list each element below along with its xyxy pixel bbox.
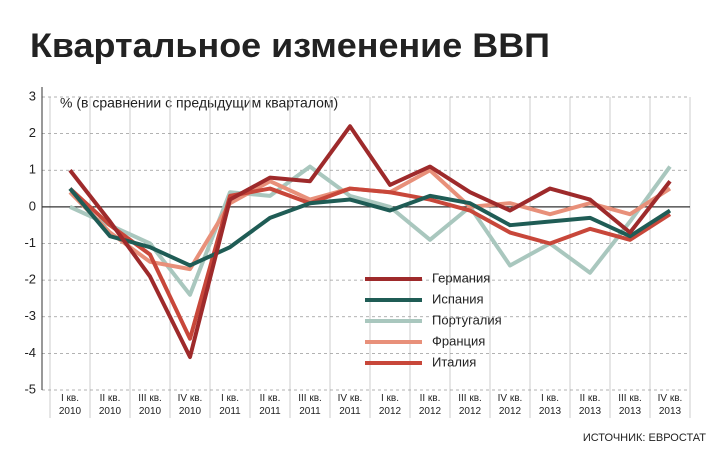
x-tick-quarter: III кв. [298, 393, 322, 404]
y-tick-label: -5 [24, 381, 36, 396]
y-tick-label: -1 [24, 235, 36, 250]
legend-label: Португалия [432, 312, 502, 327]
x-tick-quarter: I кв. [541, 393, 559, 404]
x-tick-year: 2010 [139, 406, 162, 417]
x-tick-quarter: II кв. [420, 393, 441, 404]
x-tick-label: IV кв. 2013 [658, 393, 683, 417]
series-line [69, 164, 672, 297]
x-tick-year: 2013 [659, 406, 682, 417]
x-tick-label: II кв. 2010 [99, 393, 122, 417]
x-tick-label: I кв. 2012 [379, 393, 402, 417]
x-tick-label: IV кв. 2010 [178, 393, 203, 417]
x-tick-quarter: IV кв. [498, 393, 523, 404]
x-tick-quarter: III кв. [138, 393, 162, 404]
y-tick-label: 1 [29, 162, 36, 177]
x-tick-year: 2013 [579, 406, 602, 417]
x-tick-label: III кв. 2011 [298, 393, 322, 417]
x-tick-year: 2011 [339, 406, 361, 417]
x-tick-quarter: IV кв. [178, 393, 203, 404]
series-line [68, 186, 672, 341]
x-tick-year: 2011 [299, 406, 321, 417]
x-tick-quarter: I кв. [381, 393, 399, 404]
x-tick-label: II кв. 2012 [419, 393, 442, 417]
x-tick-label: IV кв. 2012 [498, 393, 523, 417]
y-tick-label: 2 [29, 125, 36, 140]
legend-label: Германия [432, 270, 490, 285]
y-tick-label: -2 [24, 272, 36, 287]
x-tick-quarter: IV кв. [658, 393, 683, 404]
x-tick-year: 2012 [419, 406, 442, 417]
x-tick-label: I кв. 2013 [539, 393, 562, 417]
x-tick-year: 2010 [99, 406, 122, 417]
x-tick-label: III кв. 2010 [138, 393, 162, 417]
source: ИСТОЧНИК: ЕВРОСТАТ [583, 432, 706, 444]
x-tick-year: 2012 [499, 406, 522, 417]
x-tick-year: 2012 [379, 406, 402, 417]
y-tick-label: -4 [24, 345, 36, 360]
y-tick-label: -3 [24, 308, 36, 323]
x-tick-year: 2013 [539, 406, 562, 417]
y-tick-label: 3 [29, 88, 36, 103]
x-tick-label: I кв. 2010 [59, 393, 82, 417]
x-tick-quarter: I кв. [221, 393, 239, 404]
legend-label: Испания [432, 291, 484, 306]
x-tick-quarter: III кв. [458, 393, 482, 404]
x-tick-quarter: II кв. [580, 393, 601, 404]
x-tick-label: I кв. 2011 [219, 393, 241, 417]
x-tick-label: III кв. 2012 [458, 393, 482, 417]
x-tick-year: 2010 [179, 406, 202, 417]
x-tick-label: II кв. 2011 [259, 393, 281, 417]
x-tick-year: 2011 [219, 406, 241, 417]
legend-label: Франция [432, 333, 485, 348]
x-tick-label: II кв. 2013 [579, 393, 602, 417]
x-tick-label: IV кв. 2011 [338, 393, 363, 417]
x-tick-year: 2013 [619, 406, 642, 417]
x-tick-year: 2012 [459, 406, 482, 417]
legend-label: Италия [432, 354, 476, 369]
y-tick-label: 0 [29, 198, 36, 213]
x-tick-quarter: II кв. [260, 393, 281, 404]
x-tick-quarter: III кв. [618, 393, 642, 404]
x-tick-quarter: II кв. [100, 393, 121, 404]
x-tick-year: 2010 [59, 406, 82, 417]
x-tick-quarter: I кв. [61, 393, 79, 404]
series-line [68, 124, 672, 360]
series-line [68, 187, 672, 268]
x-tick-quarter: IV кв. [338, 393, 363, 404]
x-tick-year: 2011 [259, 406, 281, 417]
x-tick-label: III кв. 2013 [618, 393, 642, 417]
chart-title: Квартальное изменение ВВП [30, 27, 550, 65]
